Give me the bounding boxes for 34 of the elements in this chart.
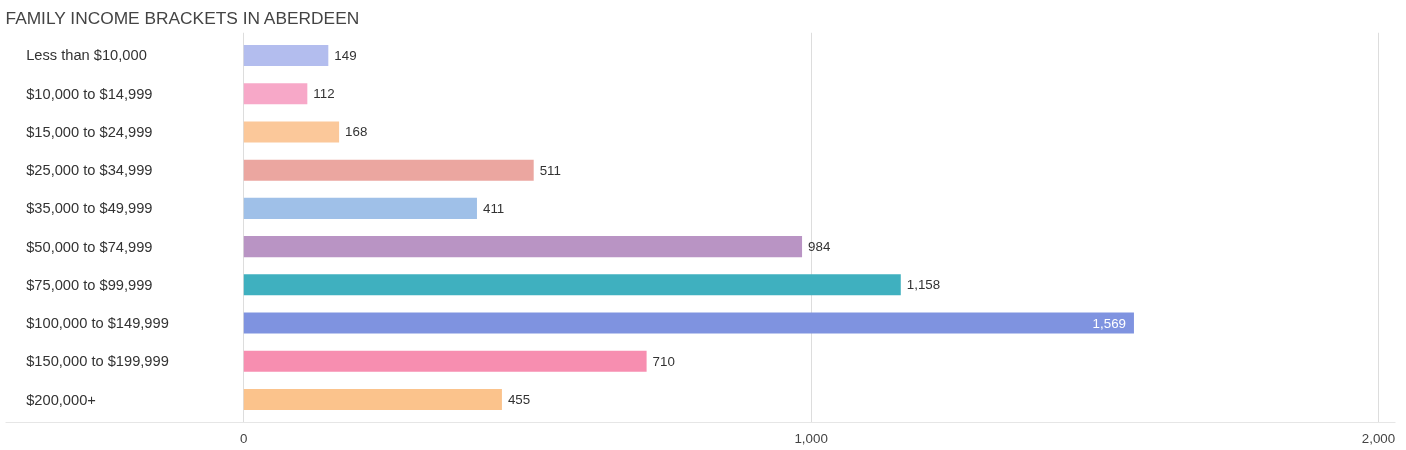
data-label: 984 (808, 239, 831, 255)
bar (243, 159, 534, 181)
bar (243, 44, 329, 66)
bar (243, 312, 1134, 334)
y-tick-label: $15,000 to $24,999 (26, 123, 153, 140)
bar (243, 350, 647, 372)
chart-title: FAMILY INCOME BRACKETS IN ABERDEEN (5, 7, 360, 28)
y-tick-label: $75,000 to $99,999 (26, 276, 153, 293)
y-tick-label: Less than $10,000 (26, 47, 147, 64)
data-label: 1,158 (906, 277, 941, 293)
bar (243, 197, 477, 219)
x-tick-label: 1,000 (794, 430, 828, 446)
data-label: 112 (313, 86, 335, 102)
data-label: 149 (334, 47, 357, 63)
data-label: 168 (345, 124, 368, 140)
y-tick-label: $25,000 to $34,999 (26, 162, 153, 179)
data-label: 511 (539, 162, 561, 178)
bar (243, 389, 502, 411)
bar (243, 236, 803, 258)
bar (243, 83, 308, 105)
data-label: 411 (482, 200, 505, 216)
data-label: 1,569 (1092, 315, 1126, 331)
bar (243, 274, 901, 296)
y-tick-label: $100,000 to $149,999 (26, 315, 169, 332)
data-label: 710 (652, 353, 675, 369)
y-tick-label: $50,000 to $74,999 (26, 238, 153, 255)
x-tick-label: 0 (240, 430, 248, 446)
x-tick-label: 2,000 (1361, 430, 1396, 446)
y-tick-label: $150,000 to $199,999 (26, 353, 169, 370)
y-tick-label: $200,000+ (26, 391, 96, 408)
data-label: 455 (507, 392, 531, 408)
bar (243, 121, 340, 143)
y-tick-label: $35,000 to $49,999 (26, 200, 153, 217)
y-tick-label: $10,000 to $14,999 (26, 85, 153, 102)
